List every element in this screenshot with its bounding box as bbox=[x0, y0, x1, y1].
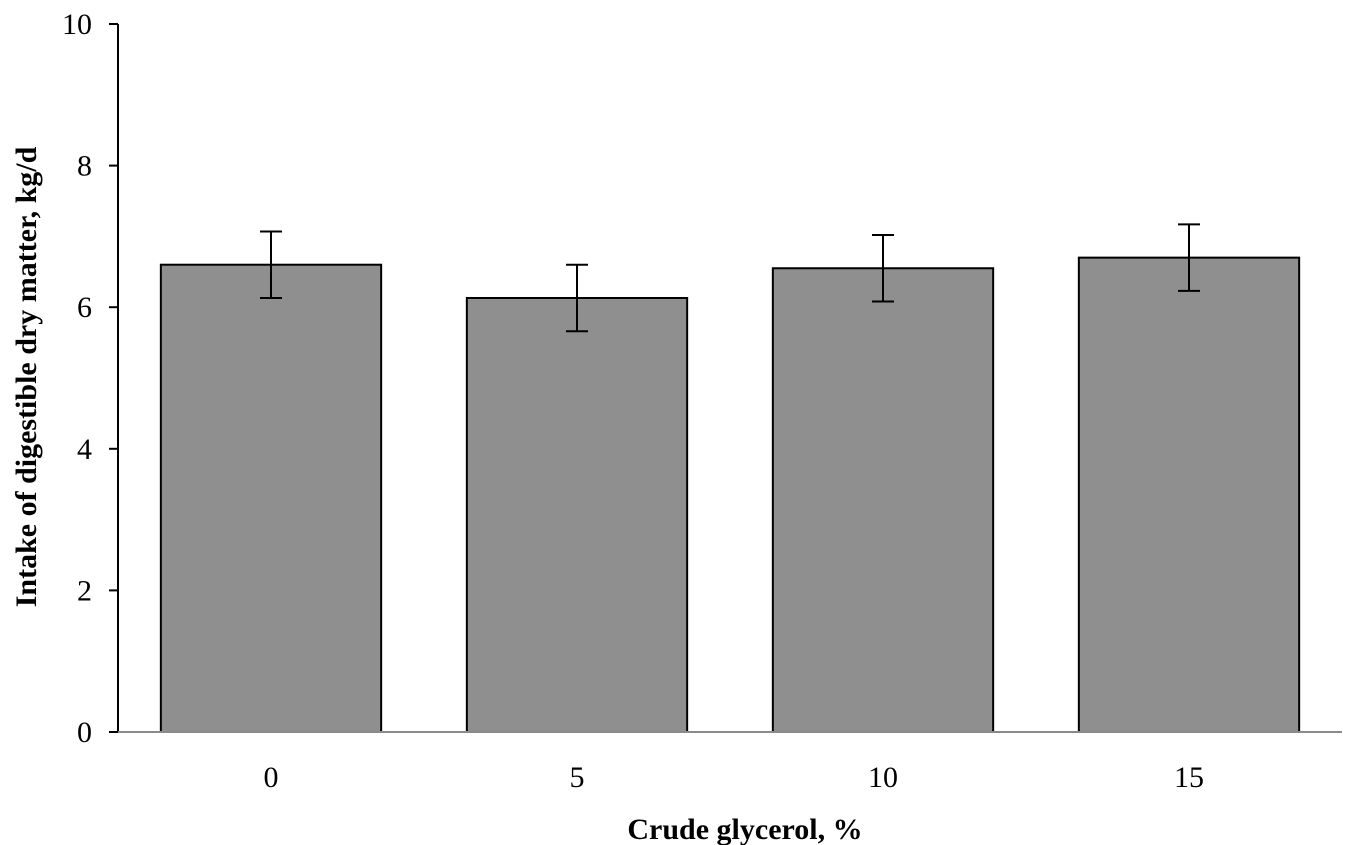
x-tick-label-0: 0 bbox=[264, 761, 279, 794]
y-axis-title: Intake of digestible dry matter, kg/d bbox=[10, 146, 43, 607]
bar-5 bbox=[465, 296, 689, 733]
bar-15 bbox=[1077, 256, 1301, 733]
error-bars-group bbox=[260, 223, 1200, 333]
x-tick-label-15: 15 bbox=[1174, 761, 1204, 794]
x-tick-label-10: 10 bbox=[868, 761, 898, 794]
bars-group bbox=[159, 256, 1301, 733]
y-tick-label-0: 0 bbox=[77, 716, 92, 749]
y-tick-label-4: 4 bbox=[77, 433, 92, 466]
axes-group bbox=[109, 23, 1342, 733]
y-tick-label-10: 10 bbox=[62, 8, 92, 41]
bar-10 bbox=[771, 267, 995, 733]
y-tick-label-8: 8 bbox=[77, 150, 92, 183]
x-tick-label-5: 5 bbox=[570, 761, 585, 794]
x-tick-labels: 0 5 10 15 bbox=[264, 761, 1205, 794]
y-tick-labels: 0 2 4 6 8 10 bbox=[62, 8, 92, 749]
y-tick-label-2: 2 bbox=[77, 574, 92, 607]
bar-0 bbox=[159, 263, 383, 733]
y-tick-label-6: 6 bbox=[77, 291, 92, 324]
x-axis-title: Crude glycerol, % bbox=[627, 813, 862, 845]
